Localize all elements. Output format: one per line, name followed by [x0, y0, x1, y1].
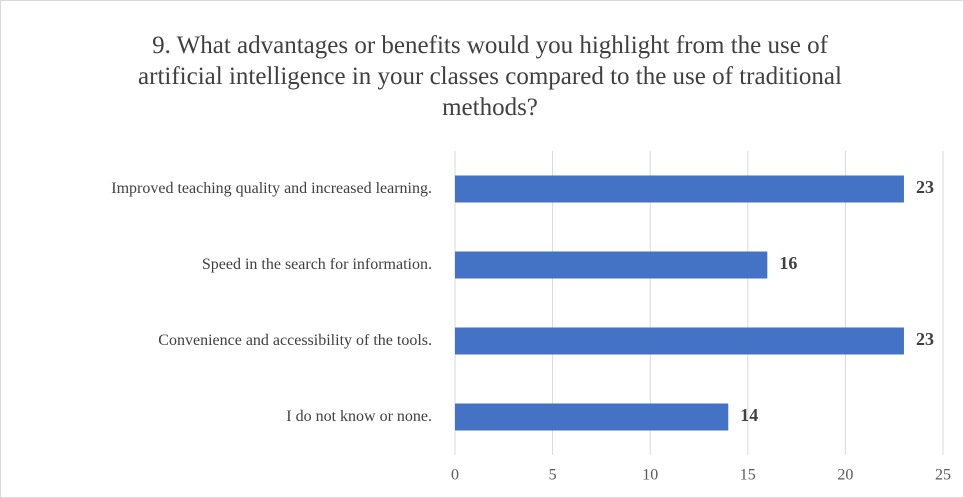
data-label: 14 [740, 405, 758, 425]
x-tick-label: 20 [837, 467, 853, 484]
y-tick-label: I do not know or none. [286, 408, 432, 425]
bar [455, 175, 904, 203]
x-tick-label: 10 [642, 467, 658, 484]
data-label: 16 [779, 253, 797, 273]
x-tick-label: 15 [740, 467, 756, 484]
x-tick-label: 25 [935, 467, 951, 484]
x-tick-label: 5 [549, 467, 557, 484]
bar [455, 251, 768, 279]
bar [455, 327, 904, 355]
data-label: 23 [916, 329, 934, 349]
y-tick-label: Convenience and accessibility of the too… [158, 332, 432, 349]
data-label: 23 [916, 177, 934, 197]
x-tick-label: 0 [451, 467, 459, 484]
bar [455, 403, 729, 431]
chart-title: 9. What advantages or benefits would you… [138, 32, 842, 121]
y-tick-label: Improved teaching quality and increased … [111, 180, 432, 197]
y-tick-label: Speed in the search for information. [201, 256, 432, 273]
